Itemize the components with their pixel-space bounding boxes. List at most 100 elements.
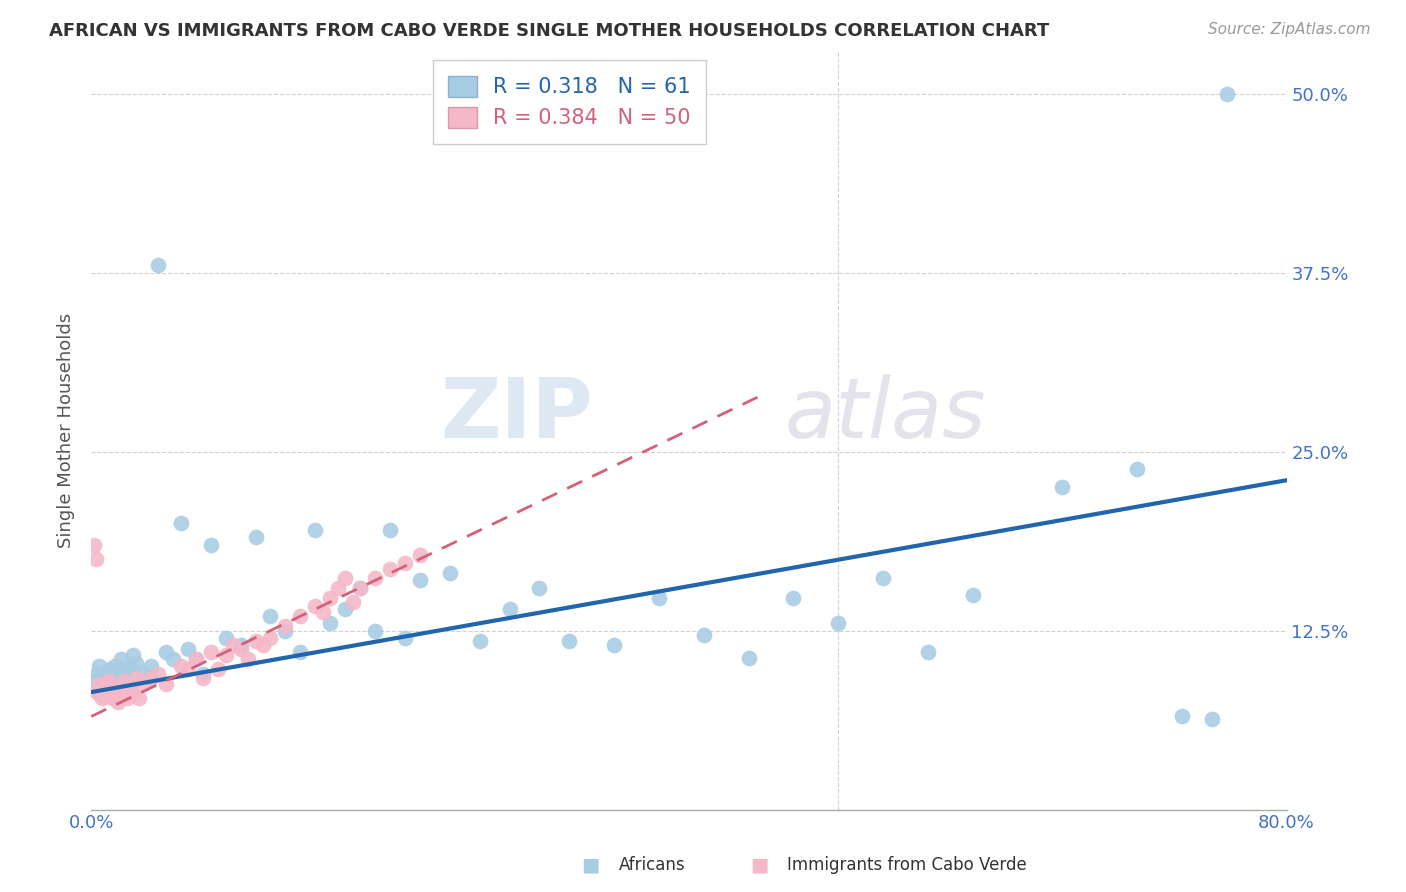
Point <box>1201 712 1223 726</box>
Point <box>274 619 297 633</box>
Point <box>349 581 371 595</box>
Point <box>342 595 364 609</box>
Point <box>101 671 124 685</box>
Point <box>132 676 155 690</box>
Point <box>118 659 141 673</box>
Point <box>229 642 252 657</box>
Point <box>245 531 267 545</box>
Point <box>304 599 326 614</box>
Point <box>409 548 432 562</box>
Point <box>155 645 177 659</box>
Point <box>86 685 108 699</box>
Point <box>104 681 127 695</box>
Point <box>132 666 155 681</box>
Point <box>827 616 849 631</box>
Text: atlas: atlas <box>785 375 986 456</box>
Point <box>378 524 401 538</box>
Point <box>84 673 107 688</box>
Point <box>89 676 111 690</box>
Point <box>193 671 215 685</box>
Point <box>89 688 111 702</box>
Point <box>290 609 312 624</box>
Point <box>87 676 110 690</box>
Point <box>349 581 371 595</box>
Point <box>304 524 326 538</box>
Point <box>184 652 207 666</box>
Point <box>558 633 581 648</box>
Point <box>1126 462 1149 476</box>
Point <box>259 631 281 645</box>
Point <box>101 690 124 705</box>
Point <box>335 571 357 585</box>
Point <box>364 571 387 585</box>
Text: Source: ZipAtlas.com: Source: ZipAtlas.com <box>1208 22 1371 37</box>
Point <box>112 662 135 676</box>
Point <box>200 538 222 552</box>
Point <box>193 666 215 681</box>
Point <box>335 602 357 616</box>
Point <box>115 671 138 685</box>
Point <box>319 616 342 631</box>
Text: ■: ■ <box>749 855 769 875</box>
Point <box>1052 480 1074 494</box>
Text: ■: ■ <box>581 855 600 875</box>
Y-axis label: Single Mother Households: Single Mother Households <box>58 312 75 548</box>
Legend: R = 0.318   N = 61, R = 0.384   N = 50: R = 0.318 N = 61, R = 0.384 N = 50 <box>433 61 706 144</box>
Point <box>170 516 193 531</box>
Point <box>962 588 984 602</box>
Point <box>252 638 274 652</box>
Point <box>207 662 229 676</box>
Point <box>394 556 416 570</box>
Point <box>236 652 259 666</box>
Point <box>122 688 145 702</box>
Point <box>122 648 145 662</box>
Point <box>1216 87 1239 101</box>
Point <box>118 681 141 695</box>
Point <box>326 581 349 595</box>
Point <box>94 688 117 702</box>
Point <box>86 666 108 681</box>
Point <box>603 638 626 652</box>
Point <box>94 673 117 688</box>
Point <box>170 659 193 673</box>
Point <box>87 659 110 673</box>
Point <box>782 591 804 605</box>
Point <box>737 650 759 665</box>
Point <box>98 673 121 688</box>
Point <box>90 671 112 685</box>
Point <box>214 631 236 645</box>
Point <box>259 609 281 624</box>
Point <box>229 638 252 652</box>
Point <box>872 571 894 585</box>
Point <box>378 562 401 576</box>
Point <box>319 591 342 605</box>
Point <box>112 673 135 688</box>
Point <box>83 538 105 552</box>
Point <box>439 566 461 581</box>
Point <box>125 671 148 685</box>
Point <box>245 633 267 648</box>
Point <box>139 671 162 685</box>
Point <box>91 681 114 695</box>
Point <box>364 624 387 638</box>
Point <box>139 659 162 673</box>
Text: Immigrants from Cabo Verde: Immigrants from Cabo Verde <box>787 856 1028 874</box>
Point <box>290 645 312 659</box>
Point <box>200 645 222 659</box>
Point <box>148 666 170 681</box>
Point <box>222 638 245 652</box>
Text: ZIP: ZIP <box>440 375 593 456</box>
Point <box>693 628 716 642</box>
Point <box>148 259 170 273</box>
Point <box>128 690 150 705</box>
Point <box>107 666 129 681</box>
Text: AFRICAN VS IMMIGRANTS FROM CABO VERDE SINGLE MOTHER HOUSEHOLDS CORRELATION CHART: AFRICAN VS IMMIGRANTS FROM CABO VERDE SI… <box>49 22 1049 40</box>
Point <box>93 666 115 681</box>
Point <box>274 624 297 638</box>
Point <box>529 581 551 595</box>
Point <box>107 695 129 709</box>
Point <box>214 648 236 662</box>
Point <box>84 552 107 566</box>
Point <box>115 690 138 705</box>
Point <box>98 662 121 676</box>
